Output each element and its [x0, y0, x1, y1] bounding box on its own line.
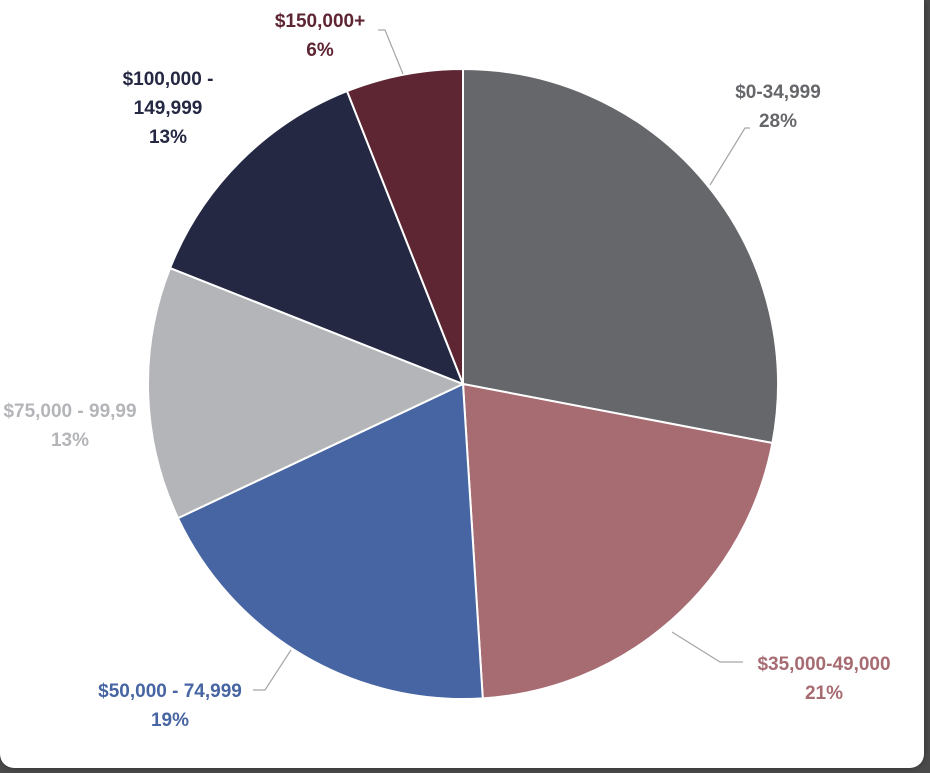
pie-slice — [168, 89, 465, 386]
leader-line — [378, 29, 404, 75]
pie-slice — [176, 382, 484, 700]
data-label-category: $150,000+ — [275, 11, 365, 32]
pie-slice — [345, 67, 464, 385]
pie-slice — [462, 67, 779, 445]
data-label-percent: 13% — [149, 127, 187, 148]
data-label-category: $0-34,999 — [735, 82, 821, 103]
leader-line — [253, 649, 292, 691]
data-label-category: $50,000 - 74,999 — [98, 681, 242, 702]
leader-line — [709, 127, 750, 186]
data-label-percent: 13% — [51, 430, 89, 451]
data-label: $0-34,999 28% — [735, 82, 821, 132]
data-label: $150,000+ 6% — [275, 11, 365, 61]
data-label-category: 149,999 — [134, 98, 203, 119]
data-label: $50,000 - 74,999 19% — [98, 681, 242, 731]
leader-lines — [253, 29, 750, 691]
data-label-category: $100,000 - — [123, 69, 214, 90]
leader-line — [671, 631, 743, 663]
data-label-category: $35,000-49,000 — [757, 654, 890, 675]
data-label: $100,000 - 149,999 13% — [123, 69, 214, 148]
data-label: $75,000 - 99,99 13% — [3, 401, 136, 451]
data-label-percent: 28% — [759, 111, 797, 132]
pie-slice — [147, 266, 466, 520]
pie-slices — [147, 67, 779, 700]
data-label-category: $75,000 - 99,99 — [3, 401, 136, 422]
data-label: $35,000-49,000 21% — [757, 654, 890, 704]
data-label-percent: 19% — [151, 710, 189, 731]
data-label-percent: 21% — [805, 683, 843, 704]
data-labels: $0-34,999 28% $35,000-49,000 21% $50,000 - 7… — [3, 11, 890, 731]
pie-slice — [461, 382, 774, 700]
data-label-percent: 6% — [306, 40, 334, 61]
